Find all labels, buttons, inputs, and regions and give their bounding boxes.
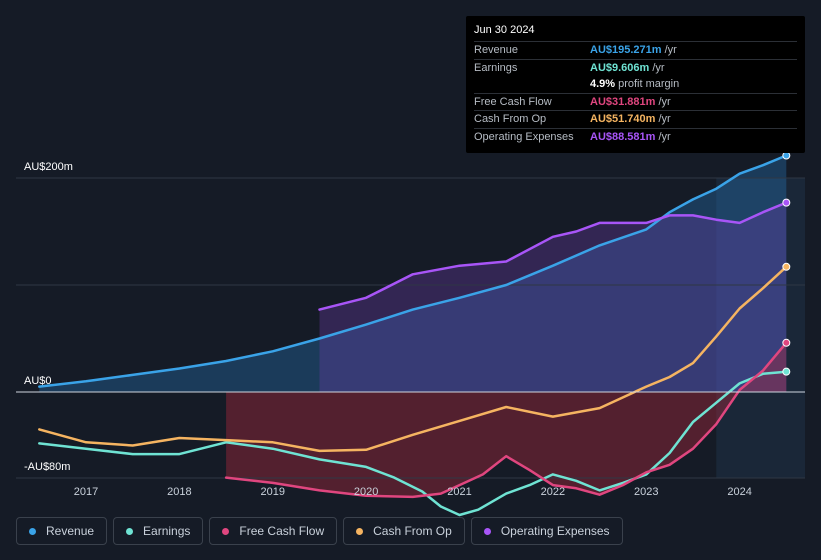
- x-tick-label: 2017: [74, 486, 98, 498]
- operating-expenses-line: [318, 201, 788, 311]
- legend-label: Operating Expenses: [500, 524, 610, 538]
- tooltip-label: Cash From Op: [474, 113, 547, 125]
- earnings-end-marker: [782, 367, 791, 376]
- legend-label: Free Cash Flow: [239, 524, 325, 538]
- tooltip-value: AU$31.881m: [590, 95, 656, 108]
- tooltip-row-revenue: Revenue AU$195.271m /yr: [474, 41, 797, 59]
- tooltip-row-earnings: Earnings AU$9.606m /yr: [474, 58, 797, 77]
- y-tick-label-zero: AU$0: [24, 375, 52, 387]
- x-tick-label: 2019: [261, 486, 285, 498]
- tooltip-label: Revenue: [474, 44, 519, 56]
- cash-from-op-end-marker: [782, 262, 791, 271]
- tooltip-label: [474, 76, 590, 93]
- highlight-band: [716, 178, 805, 478]
- earnings-line: [38, 370, 788, 517]
- x-tick-label: 2022: [541, 486, 565, 498]
- revenue-line: [38, 154, 788, 388]
- free-cash-flow-area: [226, 342, 787, 497]
- tooltip-value: AU$195.271m: [590, 44, 662, 56]
- legend-label: Cash From Op: [373, 524, 452, 538]
- legend-item-revenue[interactable]: Revenue: [16, 517, 108, 545]
- tooltip-unit: profit margin: [618, 78, 680, 90]
- tooltip-unit: /yr: [658, 130, 671, 143]
- y-tick-label-top: AU$200m: [24, 161, 73, 173]
- operating-expenses-end-marker: [782, 198, 791, 207]
- operating-expenses-area: [319, 202, 787, 392]
- cash-from-op-line: [38, 265, 788, 453]
- tooltip-row-profit-margin: 4.9% profit margin: [474, 76, 797, 93]
- free-cash-flow-line: [224, 341, 788, 499]
- tooltip-unit: /yr: [664, 44, 677, 56]
- tooltip-row-free-cash-flow: Free Cash Flow AU$31.881m /yr: [474, 92, 797, 111]
- tooltip-date: Jun 30 2024: [474, 24, 535, 36]
- legend-label: Earnings: [143, 524, 191, 538]
- free-cash-flow-dot-icon: [222, 527, 230, 535]
- tooltip-value: 4.9%: [590, 78, 616, 90]
- revenue-end-marker: [782, 151, 791, 160]
- legend-item-operating-expenses[interactable]: Operating Expenses: [470, 517, 623, 545]
- tooltip-value: AU$9.606m: [590, 61, 650, 74]
- tooltip-value: AU$51.740m: [590, 113, 656, 125]
- x-tick-label: 2018: [167, 486, 191, 498]
- tooltip-label: Free Cash Flow: [474, 95, 552, 108]
- tooltip-label: Earnings: [474, 61, 518, 74]
- tooltip-label: Operating Expenses: [474, 130, 574, 143]
- earnings-dot-icon: [126, 527, 134, 535]
- x-tick-label: 2020: [354, 486, 378, 498]
- revenue-dot-icon: [29, 527, 36, 535]
- revenue-area: [39, 155, 787, 392]
- x-tick-label: 2024: [727, 486, 751, 498]
- tooltip: Jun 30 2024 Revenue AU$195.271m /yr Earn…: [466, 16, 805, 153]
- tooltip-value: AU$88.581m: [590, 130, 656, 143]
- legend-item-cash-from-op[interactable]: Cash From Op: [343, 517, 465, 545]
- legend-item-earnings[interactable]: Earnings: [113, 517, 204, 545]
- x-tick-label: 2023: [634, 486, 658, 498]
- legend: Revenue Earnings Free Cash Flow Cash Fro…: [16, 517, 623, 545]
- tooltip-unit: /yr: [652, 61, 665, 74]
- y-tick-label-bottom: -AU$80m: [24, 461, 70, 473]
- legend-item-free-cash-flow[interactable]: Free Cash Flow: [209, 517, 338, 545]
- free-cash-flow-end-marker: [782, 338, 791, 347]
- operating-expenses-dot-icon: [483, 527, 491, 535]
- tooltip-unit: /yr: [658, 95, 671, 108]
- tooltip-row-operating-expenses: Operating Expenses AU$88.581m /yr: [474, 127, 797, 146]
- x-tick-label: 2021: [447, 486, 471, 498]
- tooltip-unit: /yr: [658, 113, 671, 125]
- cash-from-op-dot-icon: [356, 527, 364, 535]
- tooltip-row-cash-from-op: Cash From Op AU$51.740m /yr: [474, 110, 797, 128]
- legend-label: Revenue: [46, 524, 95, 538]
